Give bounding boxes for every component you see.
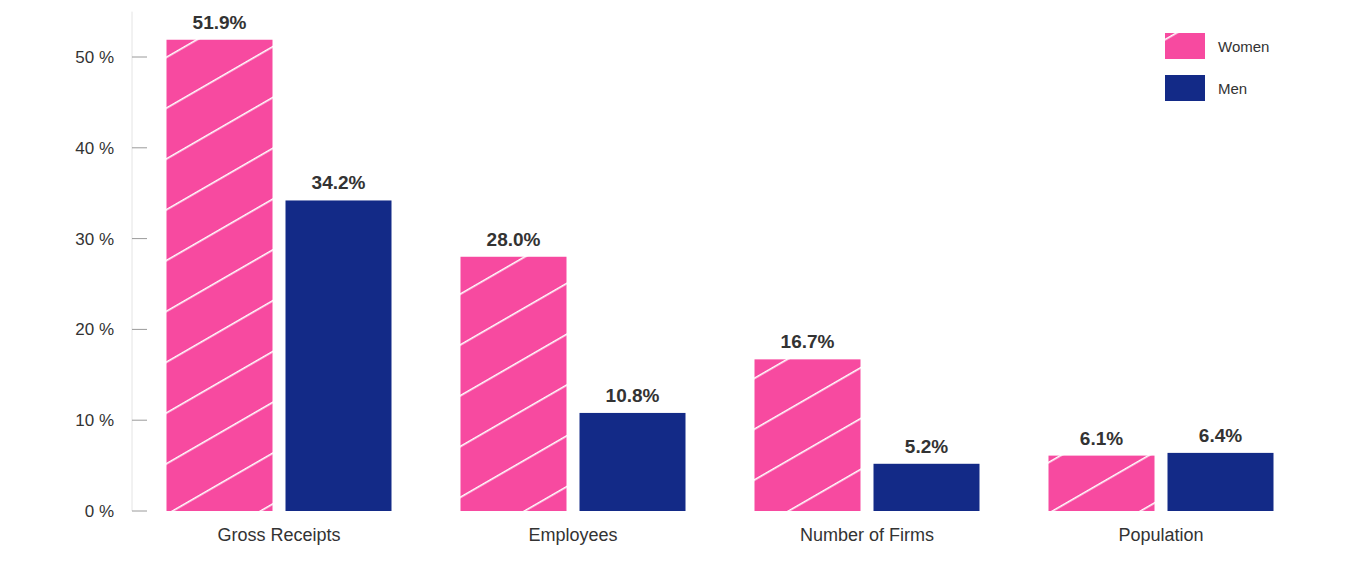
legend-label: Men xyxy=(1218,80,1247,97)
x-tick-label: Population xyxy=(1118,525,1203,545)
bars xyxy=(167,40,1274,511)
y-tick-label: 40 % xyxy=(75,139,114,158)
data-labels: 51.9% 34.2% 28.0% 10.8% 16.7% 5.2% 6.1% 6.4% xyxy=(193,12,1243,457)
data-label: 16.7% xyxy=(781,331,835,352)
y-tick-label: 30 % xyxy=(75,230,114,249)
data-label: 10.8% xyxy=(606,385,660,406)
bar xyxy=(286,200,392,511)
bar xyxy=(580,413,686,511)
bar xyxy=(167,40,273,511)
legend-swatch xyxy=(1165,33,1205,59)
x-tick-label: Number of Firms xyxy=(800,525,934,545)
y-tick xyxy=(132,238,147,239)
data-label: 34.2% xyxy=(312,172,366,193)
y-tick xyxy=(132,420,147,421)
data-label: 6.4% xyxy=(1199,425,1242,446)
y-tick xyxy=(132,511,147,512)
x-tick-label: Employees xyxy=(528,525,617,545)
y-tick-label: 20 % xyxy=(75,320,114,339)
legend-swatch xyxy=(1165,75,1205,101)
y-axis-line xyxy=(132,12,133,511)
y-tick-label: 10 % xyxy=(75,411,114,430)
bar xyxy=(874,464,980,511)
bar xyxy=(1168,453,1274,511)
bar xyxy=(461,257,567,511)
y-tick xyxy=(132,329,147,330)
data-label: 51.9% xyxy=(193,12,247,33)
legend-label: Women xyxy=(1218,38,1269,55)
bar xyxy=(755,359,861,511)
data-label: 28.0% xyxy=(487,229,541,250)
data-label: 5.2% xyxy=(905,436,948,457)
x-tick-label: Gross Receipts xyxy=(217,525,340,545)
y-tick xyxy=(132,57,147,58)
legend: Women Men xyxy=(1165,33,1269,101)
y-tick-label: 0 % xyxy=(85,502,114,521)
data-label: 6.1% xyxy=(1080,428,1123,449)
chart: 0 % 10 % 20 % 30 % 40 % 50 % 51.9% 34.2% 28.0% 10… xyxy=(0,0,1345,561)
y-tick-label: 50 % xyxy=(75,48,114,67)
bar xyxy=(1049,456,1155,511)
y-tick xyxy=(132,147,147,148)
